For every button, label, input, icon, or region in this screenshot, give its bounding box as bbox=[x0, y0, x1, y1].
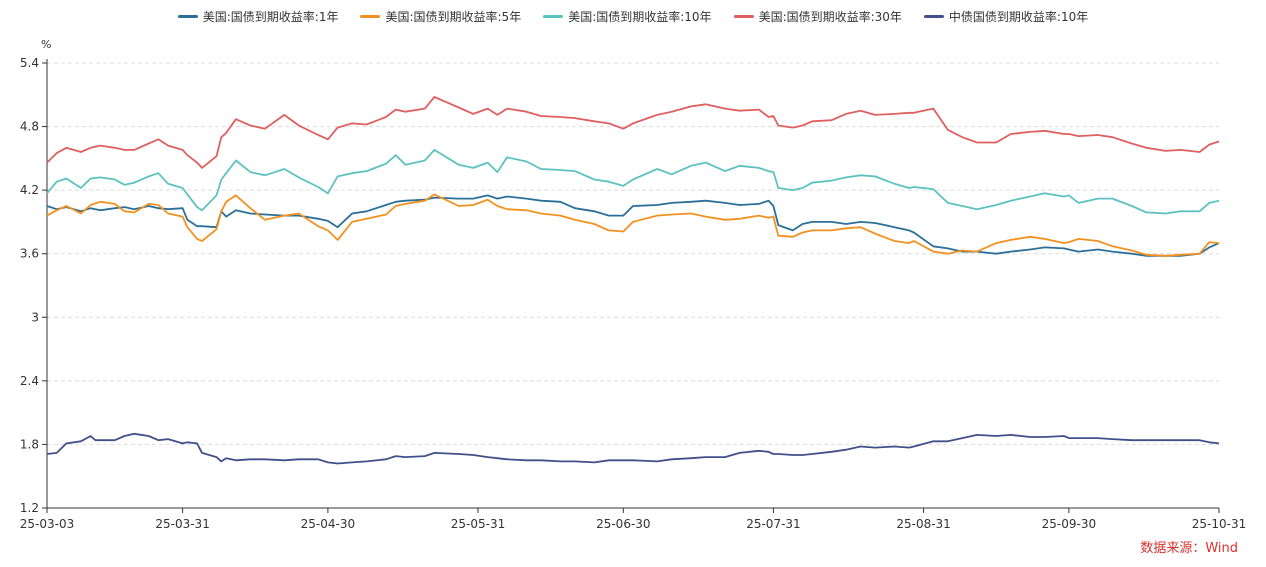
series-line-1 bbox=[46, 194, 1220, 257]
series-line-5 bbox=[46, 432, 1220, 465]
legend-swatch bbox=[360, 15, 381, 18]
legend-item-4[interactable]: 美国:国债到期收益率:30年 bbox=[733, 8, 902, 25]
legend-label: 美国:国债到期收益率:30年 bbox=[758, 10, 902, 24]
y-tick-label: 1.8 bbox=[20, 437, 39, 451]
legend-swatch bbox=[923, 15, 944, 18]
legend-swatch bbox=[177, 15, 198, 18]
x-tick-label: 25-05-31 bbox=[451, 517, 505, 531]
legend: 美国:国债到期收益率:1年 美国:国债到期收益率:5年 美国:国债到期收益率:10年… bbox=[0, 8, 1266, 25]
y-tick-label: 5.4 bbox=[20, 56, 39, 70]
y-tick-label: 3 bbox=[31, 310, 39, 324]
legend-label: 美国:国债到期收益率:1年 bbox=[202, 10, 339, 24]
y-unit-label: % bbox=[41, 38, 52, 51]
data-source-note: 数据来源：Wind bbox=[1140, 541, 1238, 556]
legend-label: 美国:国债到期收益率:5年 bbox=[385, 10, 522, 24]
x-tick-label: 25-06-30 bbox=[596, 517, 650, 531]
y-tick-label: 4.2 bbox=[20, 183, 39, 197]
x-tick-label: 25-04-30 bbox=[301, 517, 355, 531]
legend-swatch bbox=[733, 15, 754, 18]
x-tick-label: 25-10-31 bbox=[1192, 517, 1246, 531]
y-tick-label: 4.8 bbox=[20, 120, 39, 134]
x-tick-label: 25-08-31 bbox=[896, 517, 950, 531]
x-tick-label: 25-03-03 bbox=[20, 517, 74, 531]
legend-label: 美国:国债到期收益率:10年 bbox=[568, 10, 712, 24]
y-tick-label: 1.2 bbox=[20, 501, 39, 515]
y-tick-label: 2.4 bbox=[20, 374, 39, 388]
y-tick-label: 3.6 bbox=[20, 247, 39, 261]
series-line-2 bbox=[46, 193, 1220, 257]
legend-item-5[interactable]: 中债国债到期收益率:10年 bbox=[923, 8, 1089, 25]
x-tick-label: 25-09-30 bbox=[1042, 517, 1096, 531]
legend-swatch bbox=[543, 15, 564, 18]
x-tick-label: 25-07-31 bbox=[746, 517, 800, 531]
series-line-3 bbox=[46, 148, 1220, 215]
legend-item-1[interactable]: 美国:国债到期收益率:1年 bbox=[177, 8, 339, 25]
x-tick-label: 25-03-31 bbox=[155, 517, 209, 531]
legend-label: 中债国债到期收益率:10年 bbox=[948, 10, 1089, 24]
legend-item-3[interactable]: 美国:国债到期收益率:10年 bbox=[543, 8, 712, 25]
legend-item-2[interactable]: 美国:国债到期收益率:5年 bbox=[360, 8, 521, 25]
series-line-4 bbox=[46, 96, 1220, 169]
